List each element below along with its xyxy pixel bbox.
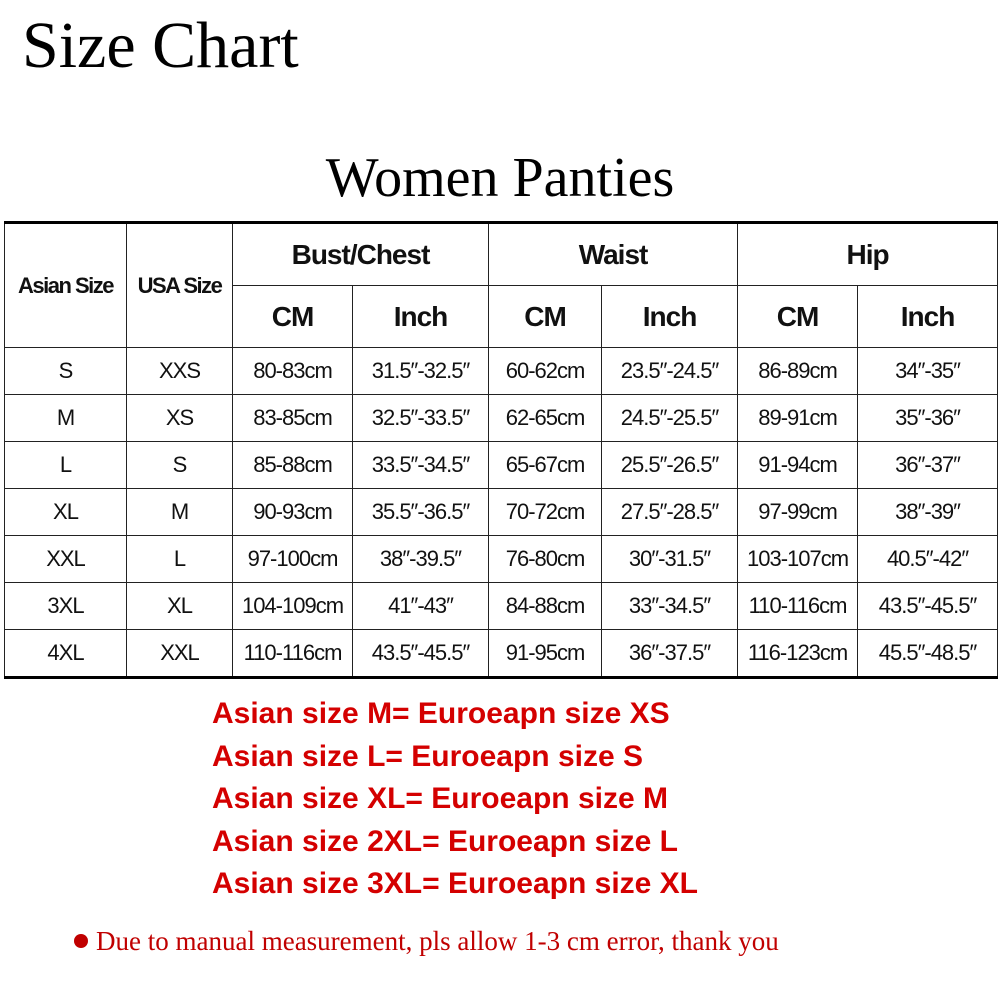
cell-hip-cm: 103-107cm — [737, 535, 859, 583]
cell-hip-cm: 91-94cm — [737, 441, 859, 489]
header-waist: Waist — [488, 222, 739, 286]
cell-waist-cm: 84-88cm — [488, 582, 603, 630]
cell-hip-cm: 116-123cm — [737, 629, 859, 678]
cell-waist-inch: 25.5″-26.5″ — [601, 441, 739, 489]
cell-usa-size: XL — [126, 582, 233, 630]
cell-usa-size: XXL — [126, 629, 233, 678]
cell-bust-cm: 110-116cm — [232, 629, 353, 678]
cell-waist-cm: 62-65cm — [488, 394, 603, 442]
cell-waist-inch: 27.5″-28.5″ — [601, 488, 739, 536]
cell-asian-size: XL — [4, 488, 127, 536]
cell-bust-inch: 38″-39.5″ — [351, 535, 490, 583]
cell-asian-size: S — [4, 347, 127, 395]
cell-waist-inch: 33″-34.5″ — [601, 582, 739, 630]
size-table: Asian Size USA Size Bust/Chest Waist Hip… — [4, 221, 999, 679]
cell-waist-inch: 36″-37.5″ — [601, 629, 739, 678]
page-title: Size Chart — [22, 9, 299, 82]
cell-asian-size: XXL — [4, 535, 127, 583]
header-bust-inch: Inch — [351, 285, 490, 348]
cell-asian-size: 4XL — [4, 629, 127, 678]
cell-hip-cm: 110-116cm — [737, 582, 859, 630]
header-waist-inch: Inch — [601, 285, 739, 348]
header-hip-inch: Inch — [857, 285, 999, 348]
table-row: L S 85-88cm 33.5″-34.5″ 65-67cm 25.5″-26.5″ 91… — [4, 441, 999, 489]
cell-bust-cm: 85-88cm — [232, 441, 353, 489]
cell-hip-cm: 97-99cm — [737, 488, 859, 536]
cell-hip-inch: 43.5″-45.5″ — [857, 582, 999, 630]
header-hip-cm: CM — [737, 285, 859, 348]
cell-usa-size: XXS — [126, 347, 233, 395]
table-row: S XXS 80-83cm 31.5″-32.5″ 60-62cm 23.5″-24.5″… — [4, 347, 999, 395]
note-line: Asian size M= Euroeapn size XS — [212, 697, 670, 730]
cell-bust-inch: 35.5″-36.5″ — [351, 488, 490, 536]
cell-bust-inch: 41″-43″ — [351, 582, 490, 630]
footer-note: Due to manual measurement, pls allow 1-3… — [74, 926, 779, 957]
header-bust-cm: CM — [232, 285, 353, 348]
cell-waist-inch: 24.5″-25.5″ — [601, 394, 739, 442]
cell-hip-cm: 89-91cm — [737, 394, 859, 442]
note-line: Asian size 3XL= Euroeapn size XL — [212, 867, 699, 900]
header-row-groups: Asian Size USA Size Bust/Chest Waist Hip — [4, 222, 999, 348]
cell-asian-size: L — [4, 441, 127, 489]
cell-waist-cm: 76-80cm — [488, 535, 603, 583]
header-hip: Hip — [737, 222, 999, 286]
size-conversion-notes: Asian size M= Euroeapn size XS Asian siz… — [212, 693, 698, 906]
table-row: XL M 90-93cm 35.5″-36.5″ 70-72cm 27.5″-28.5″ 9… — [4, 488, 999, 536]
cell-bust-cm: 90-93cm — [232, 488, 353, 536]
cell-waist-cm: 65-67cm — [488, 441, 603, 489]
chart-subtitle: Women Panties — [325, 147, 675, 209]
cell-bust-inch: 33.5″-34.5″ — [351, 441, 490, 489]
header-usa-size: USA Size — [126, 222, 233, 348]
footer-text: Due to manual measurement, pls allow 1-3… — [96, 926, 779, 956]
cell-bust-inch: 43.5″-45.5″ — [351, 629, 490, 678]
cell-bust-cm: 80-83cm — [232, 347, 353, 395]
cell-hip-inch: 38″-39″ — [857, 488, 999, 536]
cell-bust-inch: 31.5″-32.5″ — [351, 347, 490, 395]
note-line: Asian size 2XL= Euroeapn size L — [212, 824, 678, 858]
cell-waist-cm: 70-72cm — [488, 488, 603, 536]
bullet-icon — [74, 934, 88, 948]
cell-hip-inch: 40.5″-42″ — [857, 535, 999, 583]
header-asian-size: Asian Size — [4, 222, 127, 348]
cell-hip-inch: 36″-37″ — [857, 441, 999, 489]
note-line: Asian size XL= Euroeapn size M — [212, 782, 668, 815]
cell-bust-cm: 104-109cm — [232, 582, 353, 630]
table-row: XXL L 97-100cm 38″-39.5″ 76-80cm 30″-31.5″ 103… — [4, 535, 999, 583]
cell-bust-cm: 97-100cm — [232, 535, 353, 583]
cell-waist-cm: 91-95cm — [488, 629, 603, 678]
cell-asian-size: 3XL — [4, 582, 127, 630]
note-line: Asian size L= Euroeapn size S — [212, 739, 643, 773]
cell-waist-inch: 30″-31.5″ — [601, 535, 739, 583]
cell-usa-size: XS — [126, 394, 233, 442]
cell-usa-size: S — [126, 441, 233, 489]
cell-usa-size: M — [126, 488, 233, 536]
cell-hip-cm: 86-89cm — [737, 347, 859, 395]
header-bust: Bust/Chest — [231, 222, 490, 286]
table-row: 4XL XXL 110-116cm 43.5″-45.5″ 91-95cm 36″-37.… — [4, 629, 999, 678]
header-waist-cm: CM — [488, 285, 603, 348]
cell-waist-cm: 60-62cm — [488, 347, 603, 395]
cell-asian-size: M — [4, 394, 127, 442]
cell-bust-inch: 32.5″-33.5″ — [351, 394, 490, 442]
cell-usa-size: L — [126, 535, 233, 583]
cell-waist-inch: 23.5″-24.5″ — [601, 347, 739, 395]
table-row: M XS 83-85cm 32.5″-33.5″ 62-65cm 24.5″-25.5″ 8… — [4, 394, 999, 442]
cell-hip-inch: 34″-35″ — [857, 347, 999, 395]
cell-hip-inch: 45.5″-48.5″ — [857, 629, 999, 678]
cell-hip-inch: 35″-36″ — [857, 394, 999, 442]
table-row: 3XL XL 104-109cm 41″-43″ 84-88cm 33″-34.5″ 110… — [4, 582, 999, 630]
cell-bust-cm: 83-85cm — [232, 394, 353, 442]
